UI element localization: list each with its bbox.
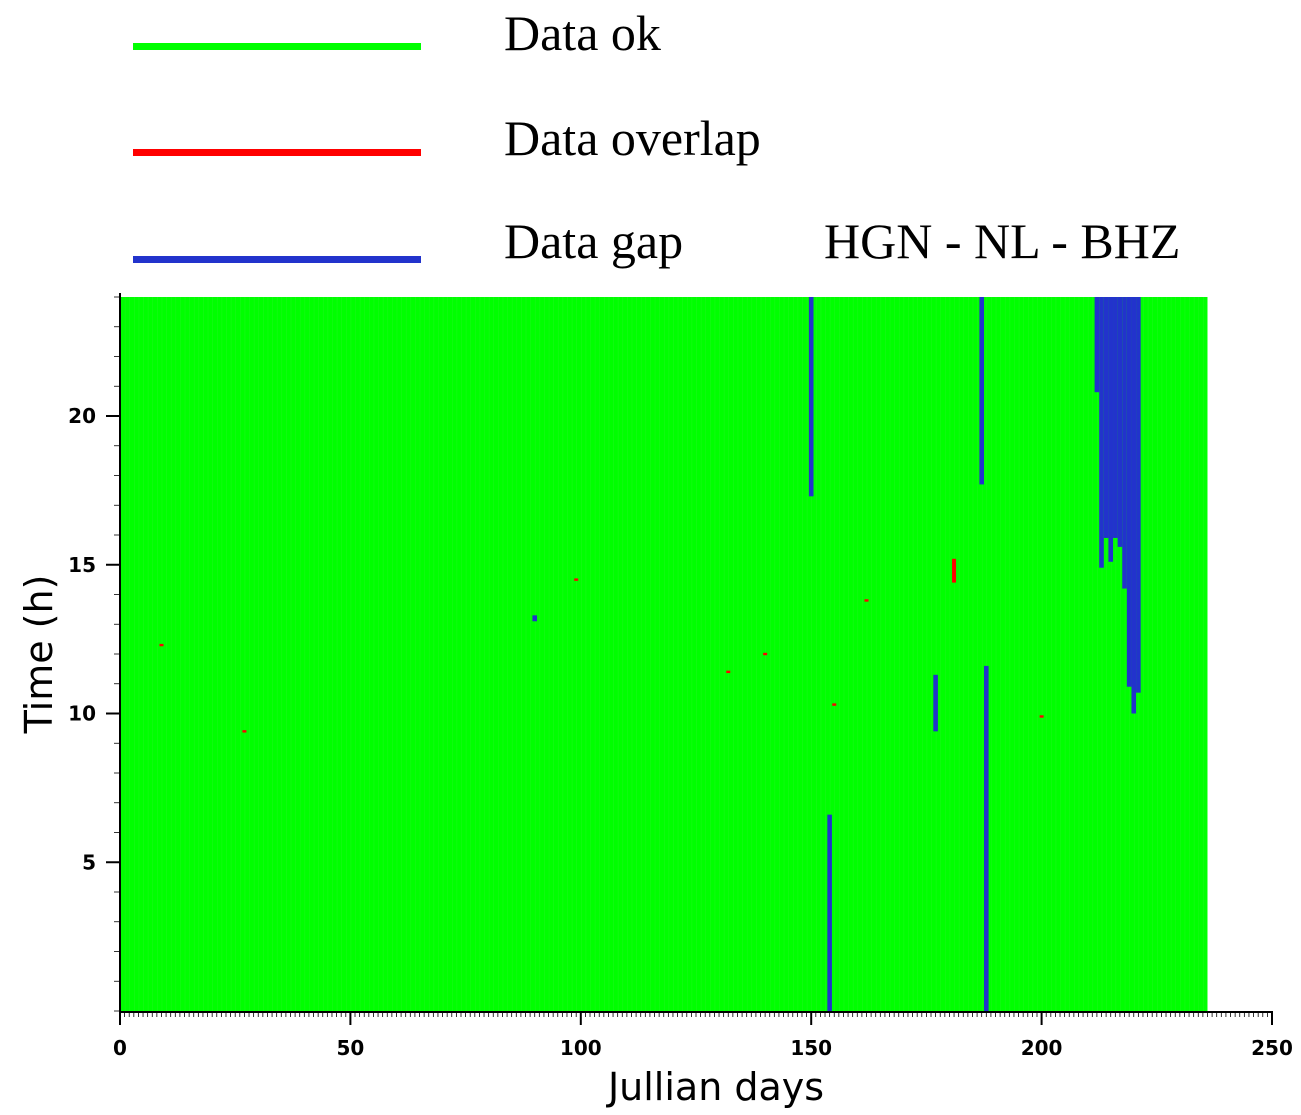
y-tick-label: 10	[68, 702, 96, 726]
gap-mark-day-221	[1136, 297, 1141, 693]
legend-swatch-data-overlap	[133, 149, 421, 156]
x-tick-label: 150	[790, 1036, 832, 1060]
overlap-mark-day-181	[952, 558, 957, 583]
legend-label-data-overlap: Data overlap	[504, 110, 761, 166]
gap-mark-day-154	[827, 814, 832, 1011]
gap-mark-day-213	[1099, 297, 1104, 568]
gap-mark-day-90	[532, 615, 538, 622]
legend-label-data-gap: Data gap	[504, 213, 684, 269]
overlap-mark-day-99	[574, 578, 579, 581]
legend-swatch-data-gap	[133, 256, 421, 263]
x-tick-label: 100	[560, 1036, 602, 1060]
y-tick-label: 20	[68, 404, 96, 428]
y-tick-label: 15	[68, 553, 96, 577]
gap-mark-day-216	[1113, 297, 1118, 538]
overlap-mark-day-200	[1039, 715, 1044, 718]
gap-mark-day-218	[1122, 297, 1127, 589]
overlap-mark-day-132	[726, 670, 731, 674]
gap-mark-day-214	[1103, 297, 1109, 538]
y-axis-title: Time (h)	[17, 575, 61, 735]
x-tick-label: 50	[336, 1036, 364, 1060]
x-tick-label: 0	[113, 1036, 127, 1060]
overlap-mark-day-162	[864, 599, 869, 602]
legend-label-data-ok: Data ok	[504, 5, 661, 61]
gap-mark-day-219	[1126, 297, 1132, 687]
gap-mark-day-220	[1131, 297, 1137, 714]
overlap-mark-day-9	[159, 643, 164, 647]
overlap-mark-day-27	[242, 730, 247, 733]
gap-mark-day-217	[1117, 297, 1123, 547]
gap-mark-day-177	[933, 674, 938, 732]
x-axis-title: Jullian days	[606, 1065, 824, 1109]
gap-mark-day-215	[1108, 297, 1114, 562]
legend-swatch-data-ok	[133, 43, 421, 50]
overlap-mark-day-155	[832, 703, 837, 706]
gap-mark-day-150	[808, 297, 814, 497]
x-tick-label: 200	[1021, 1036, 1063, 1060]
y-tick-label: 5	[82, 850, 96, 874]
gap-mark-day-188	[984, 665, 989, 1011]
data-ok-area	[120, 297, 1208, 1011]
x-tick-label: 250	[1251, 1036, 1293, 1060]
gap-mark-day-187	[979, 297, 984, 485]
station-label: HGN - NL - BHZ	[824, 213, 1181, 269]
overlap-mark-day-140	[763, 652, 768, 656]
gap-mark-day-212	[1094, 297, 1100, 393]
